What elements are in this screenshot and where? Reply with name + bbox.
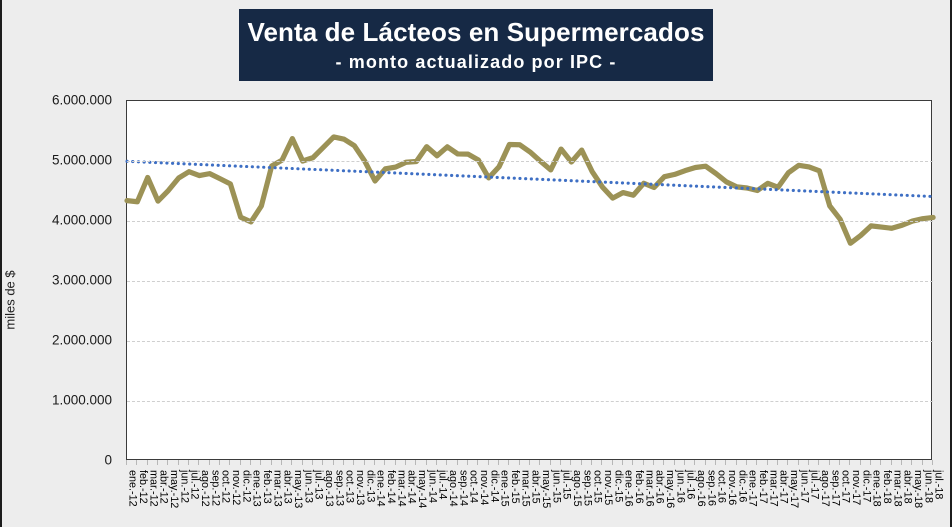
svg-text:oct.-16: oct.-16 [716,470,728,503]
svg-text:nov.-14: nov.-14 [478,470,490,505]
svg-text:jun.-17: jun.-17 [798,469,810,503]
svg-text:feb.-18: feb.-18 [881,470,893,504]
svg-text:mar.-18: mar.-18 [891,470,903,507]
svg-text:ene.-18: ene.-18 [871,470,883,507]
svg-text:mar.-15: mar.-15 [519,470,531,507]
svg-text:dic.-13: dic.-13 [364,470,376,502]
svg-text:jun.-14: jun.-14 [426,469,438,503]
svg-text:feb.-12: feb.-12 [137,470,149,504]
svg-text:ene.-16: ene.-16 [623,470,635,507]
svg-text:ene.-12: ene.-12 [127,470,139,507]
svg-text:abr.-13: abr.-13 [282,470,294,504]
svg-text:oct.-14: oct.-14 [468,470,480,503]
svg-text:sep.-15: sep.-15 [581,470,593,506]
svg-text:sep.-17: sep.-17 [829,470,841,506]
svg-text:jun.-18: jun.-18 [922,469,934,503]
svg-text:dic.-16: dic.-16 [736,470,748,502]
svg-text:oct.-15: oct.-15 [592,470,604,503]
svg-text:oct.-12: oct.-12 [220,470,232,503]
svg-text:may.-18: may.-18 [912,470,924,508]
svg-text:mar.-14: mar.-14 [395,470,407,507]
svg-text:feb.-17: feb.-17 [757,470,769,504]
svg-text:abr.-17: abr.-17 [778,470,790,504]
svg-text:sep.-13: sep.-13 [333,470,345,506]
svg-text:ene.-17: ene.-17 [747,470,759,507]
svg-text:jun.-12: jun.-12 [178,469,190,503]
svg-text:nov.-13: nov.-13 [354,470,366,505]
svg-text:feb.-15: feb.-15 [509,470,521,504]
svg-text:feb.-14: feb.-14 [385,470,397,504]
svg-text:abr.-16: abr.-16 [654,470,666,504]
svg-text:ene.-15: ene.-15 [499,470,511,507]
svg-text:nov.-12: nov.-12 [230,470,242,505]
svg-text:ago.-17: ago.-17 [819,470,831,507]
svg-text:may.-13: may.-13 [292,470,304,508]
svg-text:abr.-18: abr.-18 [902,470,914,504]
svg-text:jul.-13: jul.-13 [313,469,325,499]
svg-text:ene.-13: ene.-13 [251,470,263,507]
svg-text:dic.-15: dic.-15 [612,470,624,502]
svg-text:nov.-15: nov.-15 [602,470,614,505]
svg-text:feb.-13: feb.-13 [261,470,273,504]
svg-text:may.-16: may.-16 [664,470,676,508]
svg-text:ago.-12: ago.-12 [199,470,211,507]
svg-text:jun.-15: jun.-15 [550,469,562,503]
svg-text:jul.-16: jul.-16 [685,469,697,499]
svg-text:oct.-13: oct.-13 [344,470,356,503]
svg-text:sep.-12: sep.-12 [209,470,221,506]
svg-text:abr.-15: abr.-15 [530,470,542,504]
svg-text:dic.-17: dic.-17 [860,470,872,502]
svg-text:mar.-13: mar.-13 [271,470,283,507]
svg-text:dic.-12: dic.-12 [240,470,252,502]
svg-text:jun.-13: jun.-13 [302,469,314,503]
svg-text:may.-15: may.-15 [540,470,552,508]
svg-text:abr.-12: abr.-12 [158,470,170,504]
svg-text:jun.-16: jun.-16 [674,469,686,503]
svg-text:ago.-14: ago.-14 [447,470,459,507]
svg-text:jul.-14: jul.-14 [437,469,449,499]
svg-text:may.-12: may.-12 [168,470,180,508]
svg-text:abr.-14: abr.-14 [406,470,418,504]
svg-text:jul.-15: jul.-15 [561,469,573,499]
svg-text:ene.-14: ene.-14 [375,470,387,507]
svg-text:may.-17: may.-17 [788,470,800,508]
svg-text:nov.-16: nov.-16 [726,470,738,505]
svg-text:ago.-16: ago.-16 [695,470,707,507]
svg-text:oct.-17: oct.-17 [840,470,852,503]
svg-text:mar.-17: mar.-17 [767,470,779,507]
svg-text:ago.-13: ago.-13 [323,470,335,507]
svg-text:jul.-18: jul.-18 [933,469,945,499]
svg-text:mar.-16: mar.-16 [643,470,655,507]
svg-text:ago.-15: ago.-15 [571,470,583,507]
svg-text:sep.-14: sep.-14 [457,470,469,506]
svg-text:may.-14: may.-14 [416,470,428,508]
svg-text:sep.-16: sep.-16 [705,470,717,506]
svg-text:dic.-14: dic.-14 [488,470,500,502]
svg-text:mar.-12: mar.-12 [147,470,159,507]
svg-text:jul.-17: jul.-17 [809,469,821,499]
svg-text:jul.-12: jul.-12 [189,469,201,499]
svg-text:feb.-16: feb.-16 [633,470,645,504]
svg-text:nov.-17: nov.-17 [850,470,862,505]
